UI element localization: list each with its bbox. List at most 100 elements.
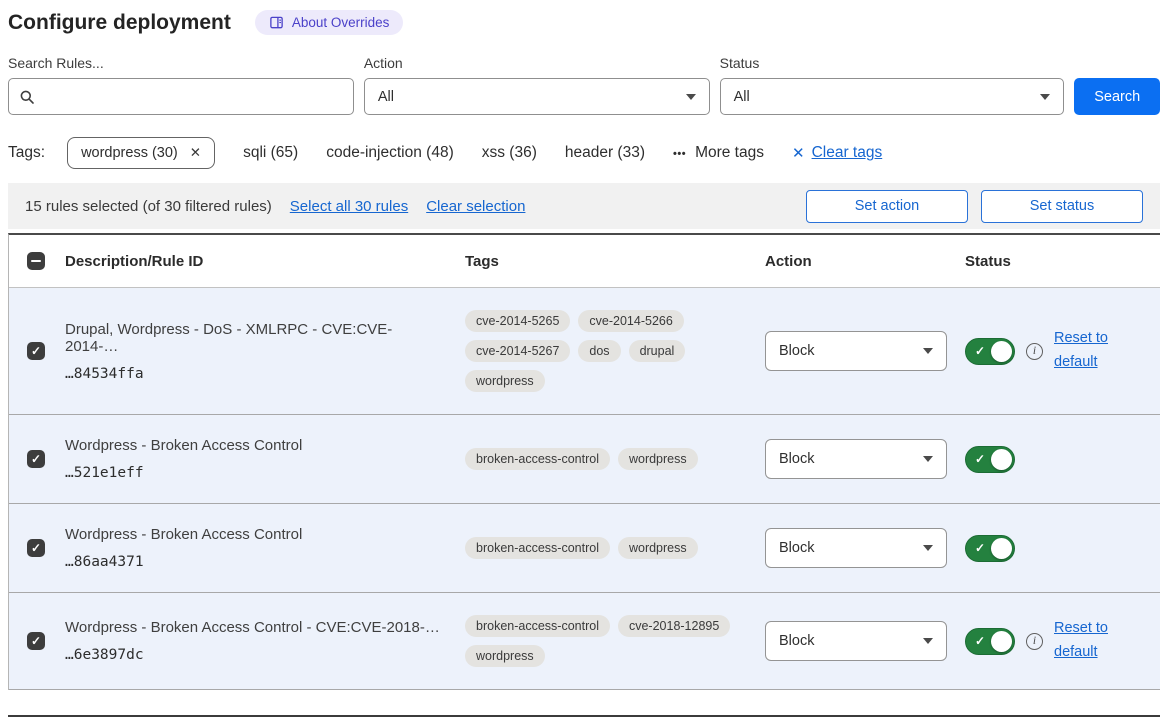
selection-buttons: Set action Set status	[806, 189, 1143, 223]
ellipsis-icon	[673, 144, 686, 162]
tag-pill: cve-2014-5266	[578, 310, 684, 332]
tags-label: Tags:	[8, 144, 46, 161]
tag-pill: wordpress	[465, 370, 545, 392]
status-toggle[interactable]	[965, 337, 1015, 365]
set-action-button[interactable]: Set action	[806, 189, 968, 223]
about-overrides-badge[interactable]: About Overrides	[254, 10, 404, 35]
status-toggle[interactable]	[965, 627, 1015, 655]
tag-pill: broken-access-control	[465, 448, 610, 470]
info-icon[interactable]	[1026, 342, 1043, 360]
configure-deployment-page: Configure deployment About Overrides Sea…	[0, 0, 1167, 690]
toggle-knob	[991, 630, 1012, 652]
rule-description-cell: Wordpress - Broken Access Control - CVE:…	[65, 619, 465, 663]
action-select[interactable]: Block	[765, 331, 947, 371]
rule-status-cell	[965, 534, 1160, 562]
search-filter: Search Rules...	[8, 55, 354, 115]
status-filter-select[interactable]: All	[719, 78, 1065, 115]
search-button[interactable]: Search	[1074, 78, 1160, 115]
row-checkbox[interactable]	[27, 539, 45, 557]
rule-status-cell: Reset to default	[965, 327, 1160, 375]
rule-description-cell: Wordpress - Broken Access Control …86aa4…	[65, 526, 465, 570]
clear-selection-link[interactable]: Clear selection	[426, 197, 526, 215]
status-toggle[interactable]	[965, 534, 1015, 562]
rule-tags: broken-access-control cve-2018-12895 wordp…	[465, 615, 737, 667]
column-header-status: Status	[965, 252, 1011, 270]
check-icon	[966, 342, 985, 360]
tag-item[interactable]: xss (36)	[481, 144, 537, 161]
tag-pill: broken-access-control	[465, 615, 610, 637]
clear-tags-button[interactable]: Clear tags	[792, 144, 883, 163]
row-checkbox[interactable]	[27, 450, 45, 468]
clear-tags-icon	[792, 144, 805, 163]
rule-description-cell: Drupal, Wordpress - DoS - XMLRPC - CVE:C…	[65, 321, 465, 382]
rule-id: …86aa4371	[65, 554, 144, 570]
remove-tag-icon[interactable]	[190, 145, 201, 161]
page-header: Configure deployment About Overrides	[8, 10, 1160, 35]
action-select[interactable]: Block	[765, 439, 947, 479]
action-select-value: Block	[779, 633, 815, 649]
rule-description: Drupal, Wordpress - DoS - XMLRPC - CVE:C…	[65, 320, 393, 355]
select-all-checkbox[interactable]	[27, 252, 45, 270]
rule-tags: cve-2014-5265 cve-2014-5266 cve-2014-5267 d…	[465, 310, 737, 392]
chevron-down-icon	[923, 638, 933, 644]
column-header-action: Action	[765, 252, 812, 270]
tag-pill: cve-2014-5267	[465, 340, 571, 362]
action-filter: Action All	[363, 55, 710, 115]
rule-status-cell: Reset to default	[965, 617, 1160, 665]
search-input[interactable]	[44, 87, 343, 106]
action-select[interactable]: Block	[765, 528, 947, 568]
rule-action-cell: Block	[765, 439, 965, 479]
selection-bar: 15 rules selected (of 30 filtered rules)…	[8, 183, 1160, 229]
rule-id: …521e1eff	[65, 465, 144, 481]
row-checkbox[interactable]	[27, 342, 45, 360]
search-rules-label: Search Rules...	[8, 55, 104, 71]
rule-action-cell: Block	[765, 528, 965, 568]
rule-tags: broken-access-control wordpress	[465, 448, 737, 470]
about-overrides-label: About Overrides	[291, 15, 390, 30]
tag-pill: cve-2014-5265	[465, 310, 571, 332]
tag-pill: drupal	[628, 340, 686, 362]
selected-tag-label: wordpress (30)	[81, 145, 178, 161]
action-filter-label: Action	[363, 55, 403, 71]
table-row: Wordpress - Broken Access Control - CVE:…	[9, 593, 1160, 690]
rule-description: Wordpress - Broken Access Control - CVE:…	[65, 619, 440, 636]
toggle-knob	[991, 448, 1012, 470]
more-tags-button[interactable]: More tags	[673, 144, 764, 162]
search-icon	[20, 90, 34, 104]
check-icon	[966, 539, 985, 557]
chevron-down-icon	[685, 93, 696, 100]
page-title: Configure deployment	[8, 10, 231, 34]
reset-to-default-link[interactable]: Reset to default	[1054, 330, 1108, 370]
row-checkbox[interactable]	[27, 632, 45, 650]
column-header-description: Description/Rule ID	[65, 252, 204, 270]
check-icon	[966, 450, 985, 468]
tag-pill: broken-access-control	[465, 537, 610, 559]
action-filter-select[interactable]: All	[363, 78, 710, 115]
tag-pill: dos	[578, 340, 621, 362]
chevron-down-icon	[923, 545, 933, 551]
selected-tag-wordpress[interactable]: wordpress (30)	[67, 137, 216, 169]
rule-description: Wordpress - Broken Access Control	[65, 526, 303, 543]
status-toggle[interactable]	[965, 445, 1015, 473]
book-icon	[270, 16, 283, 29]
rule-description-cell: Wordpress - Broken Access Control …521e1…	[65, 437, 465, 481]
filters-bar: Search Rules... Action All Status All	[8, 55, 1160, 115]
action-select-value: Block	[779, 343, 815, 359]
select-all-link[interactable]: Select all 30 rules	[289, 197, 409, 215]
info-icon[interactable]	[1026, 632, 1043, 650]
tag-item[interactable]: code-injection (48)	[326, 144, 454, 161]
table-header: Description/Rule ID Tags Action Status	[9, 235, 1160, 288]
status-filter-value: All	[733, 88, 750, 105]
tags-bar: Tags: wordpress (30) sqli (65) code-injec…	[8, 137, 1160, 169]
tag-item[interactable]: header (33)	[564, 144, 645, 161]
more-tags-label: More tags	[695, 144, 764, 161]
tag-item[interactable]: sqli (65)	[243, 144, 299, 161]
action-select[interactable]: Block	[765, 621, 947, 661]
table-row: Wordpress - Broken Access Control …521e1…	[9, 415, 1160, 504]
reset-to-default-link[interactable]: Reset to default	[1054, 620, 1108, 660]
rule-action-cell: Block	[765, 331, 965, 371]
action-filter-value: All	[377, 88, 394, 105]
status-filter-label: Status	[719, 55, 760, 71]
rule-status-cell	[965, 445, 1160, 473]
set-status-button[interactable]: Set status	[981, 189, 1143, 223]
